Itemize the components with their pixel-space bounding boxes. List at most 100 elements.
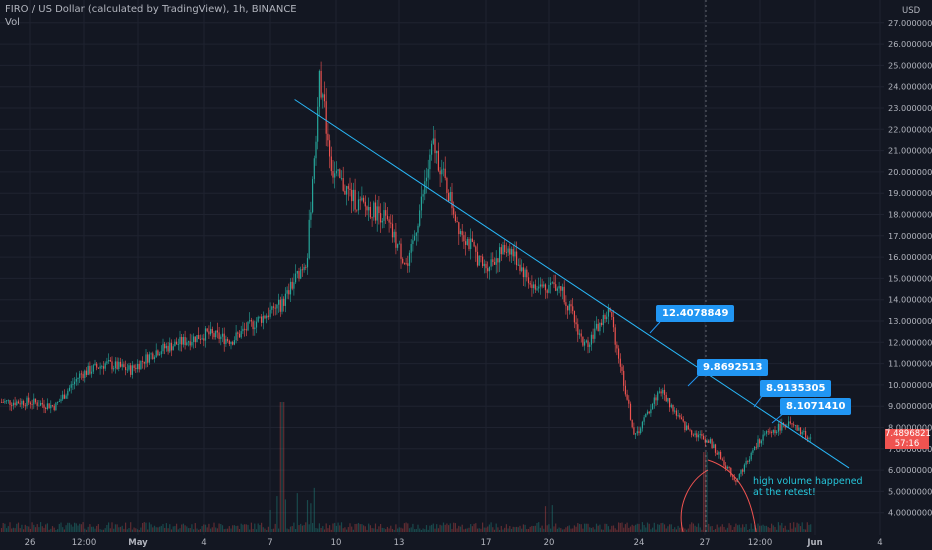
x-tick-label: 26	[25, 538, 36, 548]
volume-bar	[143, 522, 145, 532]
candle-body	[102, 366, 105, 369]
candle-body	[250, 320, 252, 322]
candle-body	[806, 437, 808, 439]
candle-body	[220, 336, 222, 339]
volume-bar	[434, 528, 436, 532]
volume-bar	[594, 529, 596, 532]
volume-bar	[278, 528, 280, 532]
y-tick-label: 10.0000000	[888, 380, 932, 390]
volume-bar	[12, 527, 14, 532]
candle-body	[658, 391, 660, 393]
volume-bar	[313, 487, 315, 532]
price-label-4[interactable]: 8.1071410	[780, 398, 852, 415]
candle-body	[160, 351, 162, 355]
volume-bar	[225, 528, 227, 532]
volume-bar	[453, 522, 455, 532]
callout-tail	[753, 394, 764, 408]
volume-bar	[776, 529, 778, 532]
candle-body	[354, 189, 356, 210]
candle-body	[456, 221, 458, 223]
candle-body	[245, 329, 247, 331]
candle-body	[269, 309, 271, 317]
volume-bar	[242, 524, 244, 532]
candle-body	[237, 332, 239, 334]
volume-bar	[400, 527, 402, 532]
volume-bar	[755, 528, 757, 532]
volume-bar	[697, 523, 700, 532]
candle-body	[781, 422, 783, 431]
volume-bar	[708, 523, 710, 532]
candle-body	[2, 402, 4, 403]
volume-bar	[767, 527, 769, 532]
candle-body	[510, 249, 513, 255]
volume-bar	[483, 527, 485, 532]
volume-bar	[264, 528, 266, 532]
volume-label[interactable]: Vol	[5, 17, 20, 28]
volume-bar	[733, 526, 735, 532]
volume-bar	[181, 524, 183, 532]
time-axis[interactable]: 26 12:00 May 4 7 10 13 17 20 24 27 12:00 Jun 4	[25, 538, 883, 548]
symbol-title[interactable]: FIRO / US Dollar (calculated by TradingV…	[5, 4, 297, 15]
volume-bar	[67, 522, 69, 532]
volume-bar	[429, 525, 431, 532]
volume-bar	[534, 525, 536, 532]
volume-bar	[623, 527, 625, 532]
candle-body	[708, 440, 710, 443]
candle-body	[357, 199, 360, 211]
volume-bar	[757, 523, 759, 532]
candle-body	[194, 336, 196, 343]
volume-bar	[94, 528, 96, 532]
volume-bar	[461, 524, 463, 532]
volume-bar	[84, 528, 86, 532]
volume-bar	[544, 506, 547, 532]
candle-body	[62, 394, 64, 400]
volume-bar	[262, 527, 264, 532]
price-label-2[interactable]: 9.8692513	[697, 359, 769, 376]
candle-body	[155, 350, 157, 358]
volume-bar	[777, 522, 779, 532]
candle-body	[714, 444, 717, 453]
volume-bar	[271, 529, 273, 532]
volume-bar	[439, 524, 441, 532]
volume-bar	[29, 528, 31, 532]
volume-bar	[136, 529, 139, 532]
note-line-1: high volume happened	[753, 476, 863, 487]
volume-bar	[157, 527, 159, 532]
volume-bar	[752, 528, 754, 532]
volume-bar	[359, 524, 361, 532]
candle-body	[145, 354, 147, 364]
volume-bar	[793, 522, 795, 532]
volume-bar	[381, 527, 383, 532]
candle-body	[312, 179, 314, 213]
price-axis[interactable]: USD 27.0000000 26.0000000 25.0000000 24.0000…	[884, 0, 932, 550]
candle-body	[46, 403, 48, 410]
volume-bar	[283, 402, 285, 532]
price-label-3[interactable]: 8.9135305	[760, 380, 832, 397]
volume-bar	[633, 525, 635, 532]
volume-bar	[142, 523, 144, 532]
candle-body	[738, 473, 740, 479]
volume-bar	[764, 525, 766, 532]
candle-body	[788, 421, 790, 427]
candle-body	[799, 427, 802, 435]
candle-body	[764, 433, 766, 435]
volume-bar	[75, 523, 77, 532]
volume-bar	[24, 524, 26, 532]
candle-body	[558, 286, 560, 289]
y-tick-label: 23.0000000	[888, 103, 932, 113]
volume-bar	[65, 525, 67, 532]
candle-body	[696, 433, 698, 438]
price-label-1[interactable]: 12.4078849	[656, 305, 735, 322]
candle-body	[41, 402, 43, 405]
volume-bar	[215, 527, 217, 532]
trendline[interactable]	[294, 99, 850, 469]
volume-bar	[796, 522, 798, 532]
candle-body	[805, 431, 807, 438]
candle-body	[665, 394, 667, 402]
volume-bar	[363, 525, 365, 532]
candle-body	[725, 465, 727, 469]
volume-bar	[31, 522, 33, 532]
volume-bar	[522, 524, 524, 532]
volume-bar	[109, 528, 111, 532]
